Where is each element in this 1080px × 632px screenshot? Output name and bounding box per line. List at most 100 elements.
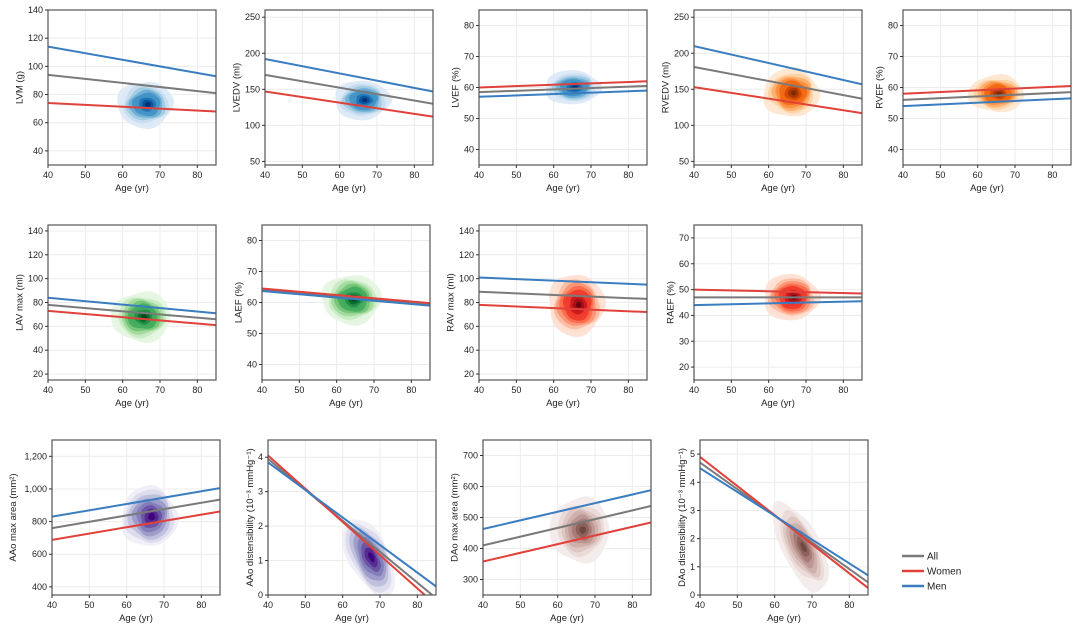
- y-axis-label: DAo max area (mm²): [449, 473, 460, 562]
- y-axis-label: LVEDV (ml): [231, 63, 242, 112]
- density-aaomax: [121, 485, 179, 546]
- legend-label-men: Men: [927, 582, 946, 593]
- y-tick-label: 40: [464, 345, 474, 355]
- density-lvedv: [335, 80, 393, 121]
- density-aaodist: [342, 519, 396, 595]
- x-tick-label: 40: [260, 170, 270, 180]
- x-axis-label: Age (yr): [550, 613, 584, 624]
- line-women: [694, 288, 862, 295]
- x-axis-label: Age (yr): [970, 183, 1004, 194]
- y-tick-label: 50: [250, 156, 260, 166]
- x-tick-label: 50: [935, 170, 945, 180]
- y-axis-label: LVM (g): [14, 71, 25, 104]
- density-rvef: [967, 74, 1025, 113]
- y-tick-label: 50: [888, 114, 898, 124]
- x-tick-label: 80: [627, 600, 637, 610]
- x-axis-label: Age (yr): [761, 398, 795, 409]
- y-tick-label: 40: [33, 146, 43, 156]
- line-women: [483, 521, 651, 563]
- x-tick-label: 70: [801, 170, 811, 180]
- x-tick-label: 70: [155, 170, 165, 180]
- x-tick-label: 50: [732, 600, 742, 610]
- x-tick-label: 50: [297, 170, 307, 180]
- x-tick-label: 80: [623, 170, 633, 180]
- y-tick-label: 80: [33, 90, 43, 100]
- axes-frame: [264, 9, 434, 166]
- density-level: [575, 301, 582, 308]
- y-tick-label: 60: [464, 83, 474, 93]
- y-tick-label: 0: [690, 590, 695, 600]
- panel-daodist: 40 50 60 70 80 0 1 2 3 4 5 Age (yr) DAo distensibili…: [677, 439, 869, 624]
- x-tick-label: 40: [43, 170, 53, 180]
- x-tick-label: 70: [586, 385, 596, 395]
- panel-raef: 40 50 60 70 80 20 30 40 50 60 70 Age (yr) RAEF (%): [666, 224, 863, 409]
- y-tick-label: 100: [28, 274, 43, 284]
- y-tick-label: 50: [679, 156, 689, 166]
- x-tick-label: 40: [474, 385, 484, 395]
- y-tick-label: 1: [258, 556, 263, 566]
- x-tick-label: 50: [726, 170, 736, 180]
- y-tick-label: 70: [888, 52, 898, 62]
- x-tick-label: 80: [192, 385, 202, 395]
- y-tick-label: 80: [464, 298, 474, 308]
- x-tick-label: 40: [478, 600, 488, 610]
- y-tick-label: 50: [464, 114, 474, 124]
- y-tick-label: 150: [674, 84, 689, 94]
- x-tick-label: 70: [155, 385, 165, 395]
- y-tick-label: 120: [459, 250, 474, 260]
- y-tick-label: 0: [258, 590, 263, 600]
- line-men: [48, 45, 216, 78]
- line-men: [52, 487, 220, 518]
- x-tick-label: 60: [549, 170, 559, 180]
- x-tick-label: 50: [80, 385, 90, 395]
- line-men: [479, 89, 647, 98]
- y-tick-label: 1,000: [24, 484, 47, 494]
- y-tick-label: 700: [463, 451, 478, 461]
- y-tick-label: 60: [33, 321, 43, 331]
- x-axis-label: Age (yr): [767, 613, 801, 624]
- x-tick-label: 40: [257, 385, 267, 395]
- y-axis-label: AAo distensibility (10⁻³ mmHg⁻¹): [245, 448, 256, 586]
- x-tick-label: 50: [726, 385, 736, 395]
- y-tick-label: 60: [888, 83, 898, 93]
- y-tick-label: 1: [690, 562, 695, 572]
- y-tick-label: 70: [679, 233, 689, 243]
- line-men: [694, 300, 862, 307]
- y-tick-label: 120: [28, 250, 43, 260]
- y-tick-label: 100: [674, 120, 689, 130]
- y-tick-label: 500: [463, 513, 478, 523]
- y-tick-label: 120: [28, 33, 43, 43]
- x-tick-label: 80: [412, 600, 422, 610]
- y-tick-label: 400: [32, 582, 47, 592]
- y-tick-label: 60: [33, 118, 43, 128]
- density-level: [800, 541, 807, 552]
- line-all: [483, 505, 651, 547]
- line-men: [48, 296, 216, 315]
- y-tick-label: 400: [463, 544, 478, 554]
- line-women: [265, 90, 433, 118]
- line-all: [694, 65, 862, 100]
- density-daodist: [772, 500, 829, 593]
- x-tick-label: 40: [898, 170, 908, 180]
- y-tick-label: 70: [464, 52, 474, 62]
- y-tick-label: 100: [28, 61, 43, 71]
- y-tick-label: 250: [245, 12, 260, 22]
- density-daomax: [549, 496, 610, 564]
- line-women: [694, 86, 862, 115]
- y-tick-label: 40: [679, 310, 689, 320]
- y-tick-label: 3: [258, 487, 263, 497]
- line-all: [903, 91, 1071, 101]
- x-axis-label: Age (yr): [115, 398, 149, 409]
- line-women: [268, 454, 426, 595]
- y-tick-label: 1,200: [24, 451, 47, 461]
- density-level: [148, 512, 156, 521]
- y-tick-label: 30: [679, 336, 689, 346]
- line-men: [262, 290, 430, 307]
- density-level: [361, 98, 368, 102]
- x-tick-label: 40: [695, 600, 705, 610]
- panel-rvef: 40 50 60 70 80 40 50 60 70 80 Age (yr) RVEF (%): [875, 9, 1072, 194]
- density-level: [790, 90, 797, 96]
- y-tick-label: 140: [28, 226, 43, 236]
- line-women: [262, 287, 430, 305]
